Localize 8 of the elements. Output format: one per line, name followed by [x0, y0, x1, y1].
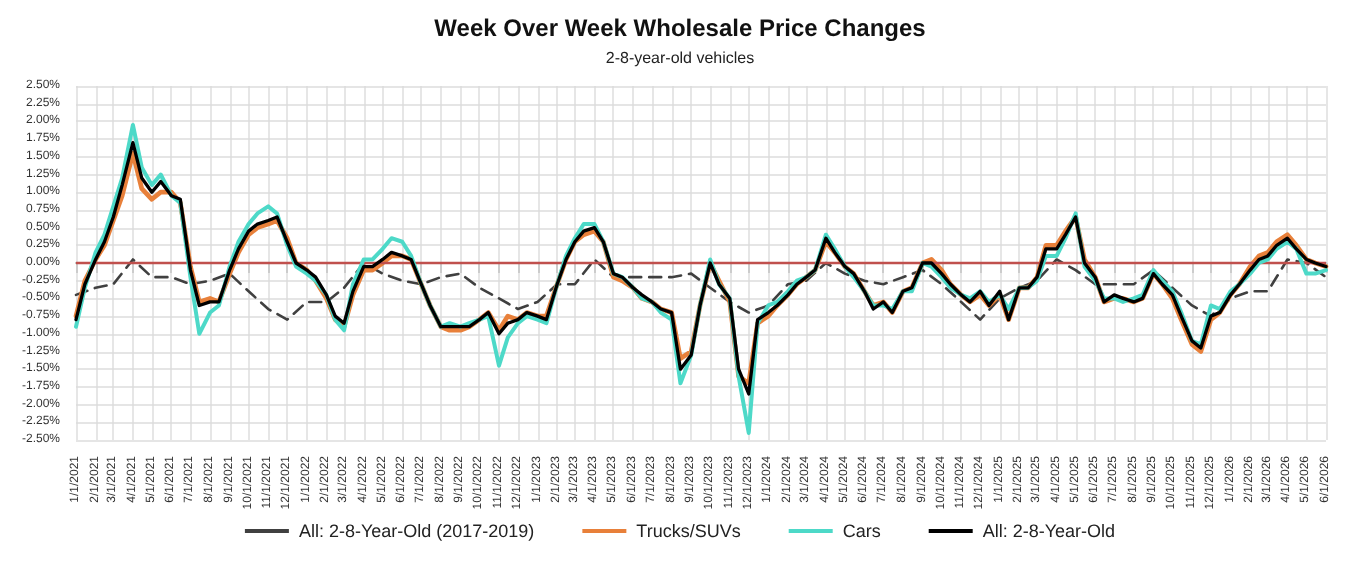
chart-title: Week Over Week Wholesale Price Changes [434, 14, 927, 42]
legend-label: Cars [842, 521, 882, 541]
line-series [74, 258, 1328, 321]
chart-subtitle: 2-8-year-old vehicles [605, 49, 755, 67]
legend-label: All: 2-8-Year-Old (2017-2019) [298, 521, 535, 541]
legend-label: Trucks/SUVs [636, 521, 742, 541]
line-series [74, 122, 1328, 435]
legend-label: All: 2-8-Year-Old [982, 521, 1116, 541]
